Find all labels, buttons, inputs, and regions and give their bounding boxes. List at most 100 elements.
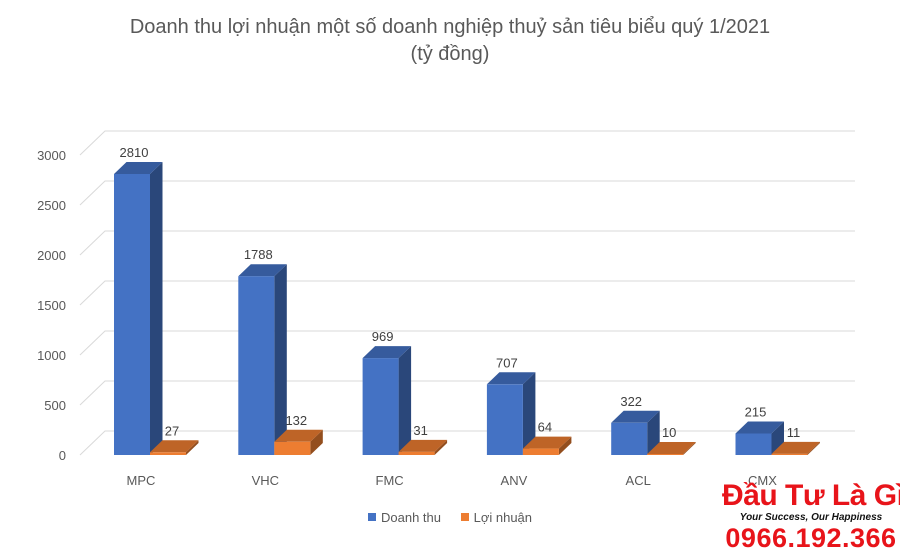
x-tick-label: ANV xyxy=(501,473,528,488)
y-tick-label: 1500 xyxy=(37,298,66,313)
data-label-profit: 132 xyxy=(285,413,307,428)
data-label-revenue: 215 xyxy=(745,405,767,420)
chart-subtitle: (tỷ đồng) xyxy=(410,43,490,65)
bar-side xyxy=(558,436,572,455)
bar-profit xyxy=(274,429,323,455)
bar-top xyxy=(398,439,448,452)
x-tick-label: CMX xyxy=(748,473,777,488)
bar-side xyxy=(186,440,199,455)
gridline xyxy=(79,330,855,356)
y-tick-label: 500 xyxy=(44,398,66,413)
bar-revenue xyxy=(486,372,536,455)
bar-series xyxy=(114,162,820,455)
legend-item-profit: Lợi nhuận xyxy=(460,510,533,525)
y-tick-label: 2000 xyxy=(37,248,66,263)
bar-revenue xyxy=(611,410,660,455)
legend-swatch-revenue xyxy=(367,513,376,521)
bar-revenue xyxy=(735,421,784,455)
gridline xyxy=(79,430,855,456)
bar-revenue xyxy=(362,346,412,455)
bar-front xyxy=(274,441,311,455)
bar-side xyxy=(398,346,412,455)
gridline xyxy=(79,230,855,256)
x-tick-label: FMC xyxy=(376,473,404,488)
data-label-profit: 11 xyxy=(787,425,801,440)
gridline xyxy=(79,180,855,206)
bar-front xyxy=(362,358,399,455)
gridlines xyxy=(79,130,855,456)
bar-top xyxy=(522,436,572,449)
bar-side xyxy=(771,421,784,455)
bar-front xyxy=(150,452,186,455)
bar-profit xyxy=(771,441,820,455)
data-label-profit: 31 xyxy=(413,423,427,438)
y-axis-ticks: 0 500 1000 1500 2000 2500 3000 xyxy=(37,148,66,463)
bar-side xyxy=(647,410,660,455)
data-label-revenue: 1788 xyxy=(244,247,273,262)
bar-side xyxy=(807,441,820,455)
bar-front xyxy=(735,433,772,455)
legend-swatch-profit xyxy=(460,513,469,521)
bar-front xyxy=(611,422,648,455)
y-tick-label: 0 xyxy=(59,448,66,463)
chart-title-block: Doanh thu lợi nhuận một số doanh nghiệp … xyxy=(0,14,900,68)
x-axis-ticks: MPC VHC FMC ANV ACL CMX xyxy=(127,473,778,488)
gridline xyxy=(79,380,855,406)
bar-front xyxy=(114,174,150,455)
x-tick-label: MPC xyxy=(127,473,156,488)
chart-title: Doanh thu lợi nhuận một số doanh nghiệp … xyxy=(129,16,771,38)
bar-side xyxy=(150,162,163,455)
data-label-revenue: 969 xyxy=(372,329,394,344)
legend-label-revenue: Doanh thu xyxy=(380,510,441,525)
bar-profit xyxy=(522,436,572,455)
y-tick-label: 1000 xyxy=(37,348,66,363)
bar-revenue xyxy=(114,162,163,455)
data-label-profit: 64 xyxy=(538,420,552,435)
bar-top xyxy=(771,441,820,454)
bar-top xyxy=(238,264,287,277)
bar-side xyxy=(274,264,287,455)
gridline xyxy=(79,130,855,156)
watermark-brand: Đầu Tư Là Gì xyxy=(722,479,900,512)
bar-front xyxy=(522,448,559,455)
bar-side xyxy=(683,442,696,455)
data-label-profit: 10 xyxy=(662,425,676,440)
bar-top xyxy=(735,421,784,434)
data-labels: 2810 27 1788 132 969 31 707 64 322 10 215 11 xyxy=(120,145,801,440)
gridline xyxy=(79,280,855,306)
x-tick-label: VHC xyxy=(252,473,279,488)
y-tick-label: 2500 xyxy=(37,198,66,213)
bar-front xyxy=(647,454,684,455)
bar-top xyxy=(611,410,660,423)
bar-front xyxy=(238,276,275,455)
bar-front xyxy=(486,384,523,455)
legend-item-revenue: Doanh thu xyxy=(367,510,441,525)
legend: Doanh thu Lợi nhuận xyxy=(0,510,900,525)
data-label-revenue: 322 xyxy=(620,394,642,409)
legend-label-profit: Lợi nhuận xyxy=(473,510,533,525)
bar-profit xyxy=(647,442,696,455)
watermark-logo: Đầu Tư Là Gì Your Success, Our Happiness… xyxy=(722,479,900,553)
bar-side xyxy=(434,439,448,455)
bar-top xyxy=(486,372,536,385)
watermark-slogan: Your Success, Our Happiness xyxy=(739,512,883,523)
watermark-phone: 0966.192.366 xyxy=(725,523,897,553)
data-label-revenue: 707 xyxy=(496,355,518,370)
bar-profit xyxy=(398,439,448,455)
bar-profit xyxy=(150,440,199,455)
bar-front xyxy=(398,451,435,455)
bar-revenue xyxy=(238,264,287,455)
bar-top xyxy=(362,346,412,359)
bar-side xyxy=(310,429,323,455)
bar-top xyxy=(150,440,199,453)
x-tick-label: ACL xyxy=(626,473,651,488)
data-label-profit: 27 xyxy=(165,423,179,438)
bar-top xyxy=(647,442,696,454)
y-tick-label: 3000 xyxy=(37,148,66,163)
bar-side xyxy=(522,372,536,455)
bar-top xyxy=(274,429,323,442)
bar-top xyxy=(114,162,163,174)
data-label-revenue: 2810 xyxy=(120,145,149,160)
bar-front xyxy=(771,453,808,455)
